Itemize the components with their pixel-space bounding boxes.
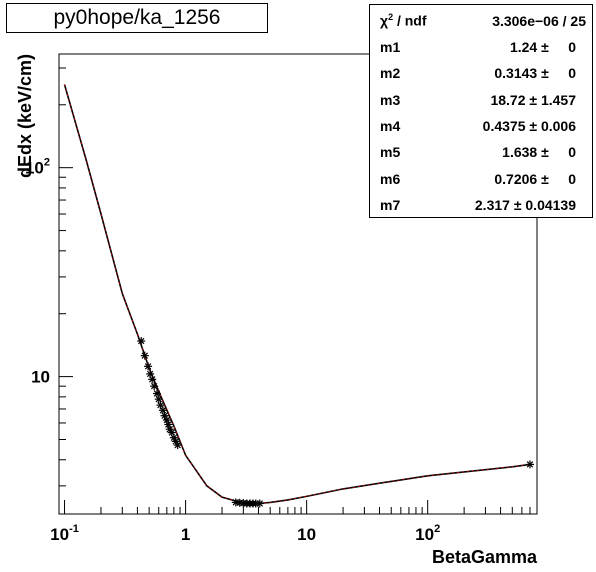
x-tick-label: 10 <box>297 525 316 544</box>
data-point <box>156 401 165 410</box>
param-value: 1.638 ± 0 <box>502 144 576 161</box>
data-point <box>154 395 163 404</box>
y-tick-label: 102 <box>25 157 50 178</box>
param-value: 1.24 ± 0 <box>509 39 576 55</box>
chi2-value: 3.306e−06 / 25 <box>492 13 586 29</box>
data-point <box>255 499 264 508</box>
stats-row-m5: m5 1.638 ± 0 <box>370 140 592 166</box>
data-point <box>158 406 167 415</box>
histogram-title-text: py0hope/ka_1256 <box>53 6 221 29</box>
param-name: m7 <box>380 196 401 213</box>
histogram-title: py0hope/ka_1256 <box>6 3 268 33</box>
param-value: 2.317 ± 0.04139 <box>474 196 576 213</box>
param-name: m6 <box>380 170 401 187</box>
fit-curve-black <box>63 84 531 505</box>
y-axis-label: dEdx (keV/cm) <box>15 54 35 178</box>
data-point <box>525 460 534 469</box>
stats-row-m2: m2 0.3143 ± 0 <box>370 61 592 87</box>
chi2-label: χ2 / ndf <box>380 12 427 29</box>
param-value: 0.7206 ± 0 <box>494 170 576 187</box>
x-tick-label: 102 <box>415 523 440 544</box>
data-point <box>140 351 149 360</box>
data-point <box>137 337 146 346</box>
param-value: 18.72 ± 1.457 <box>490 91 576 108</box>
data-points <box>137 337 534 508</box>
param-value: 0.4375 ± 0.006 <box>482 117 576 134</box>
x-tick-label: 1 <box>181 525 190 544</box>
stats-row-m1: m1 1.24 ± 0 <box>370 35 592 61</box>
plot-frame <box>58 53 538 515</box>
data-point <box>150 382 159 391</box>
stats-row-m6: m6 0.7206 ± 0 <box>370 167 592 193</box>
param-name: m2 <box>380 65 401 82</box>
fit-stats-box: χ2 / ndf 3.306e−06 / 25 m1 1.24 ± 0 m2 0.31… <box>369 4 593 218</box>
stats-row-chi2: χ2 / ndf 3.306e−06 / 25 <box>370 9 592 35</box>
param-value: 0.3143 ± 0 <box>494 65 576 82</box>
stats-row-m7: m7 2.317 ± 0.04139 <box>370 193 592 219</box>
axis-ticks <box>59 67 538 514</box>
chi2-superscript: 2 <box>388 12 394 22</box>
param-name: m1 <box>380 39 401 55</box>
stats-row-m4: m4 0.4375 ± 0.006 <box>370 114 592 140</box>
axis-tick-labels: 10-1 1 10 102 10 102 <box>25 157 440 544</box>
y-tick-label: 10 <box>31 368 50 387</box>
chi2-ndf-label: / ndf <box>393 12 427 29</box>
stats-row-m3: m3 18.72 ± 1.457 <box>370 88 592 114</box>
chi2-symbol: χ <box>380 12 389 29</box>
param-name: m5 <box>380 144 401 161</box>
param-name: m3 <box>380 91 401 108</box>
x-axis-label: BetaGamma <box>432 547 538 567</box>
x-tick-label: 10-1 <box>50 523 79 544</box>
param-name: m4 <box>380 117 401 134</box>
data-point <box>144 362 153 371</box>
data-point <box>152 389 161 398</box>
data-point <box>148 375 157 384</box>
fit-curve <box>63 84 531 505</box>
data-point <box>173 441 182 450</box>
